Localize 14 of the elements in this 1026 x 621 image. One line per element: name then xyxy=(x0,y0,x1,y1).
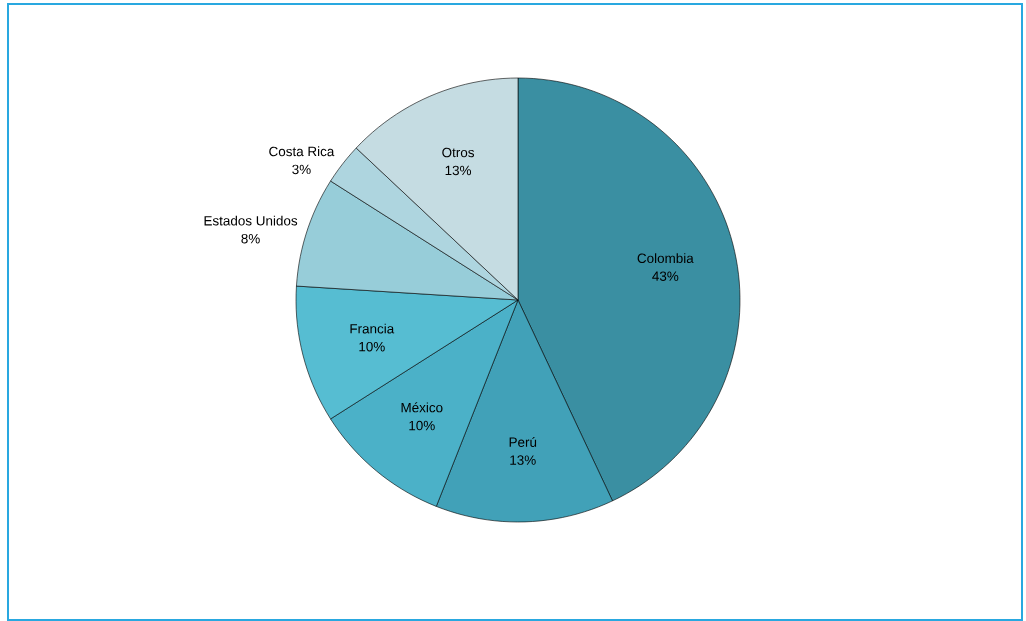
data-label: 43% xyxy=(652,271,679,281)
slice-label: Otros xyxy=(442,147,475,158)
data-label: 3% xyxy=(292,164,311,175)
slice-label: México xyxy=(401,402,443,413)
slice-label: Francia xyxy=(350,323,395,334)
slice-label: Costa Rica xyxy=(269,146,335,157)
data-label: 10% xyxy=(359,341,385,352)
slice-label: Estados Unidos xyxy=(204,215,298,226)
data-label: 10% xyxy=(409,420,435,431)
data-label: 8% xyxy=(241,233,260,244)
slice-label: Perú xyxy=(509,436,537,447)
data-label: 13% xyxy=(510,455,536,465)
slice-label: Colombia xyxy=(637,253,694,264)
data-label: 13% xyxy=(445,165,472,176)
